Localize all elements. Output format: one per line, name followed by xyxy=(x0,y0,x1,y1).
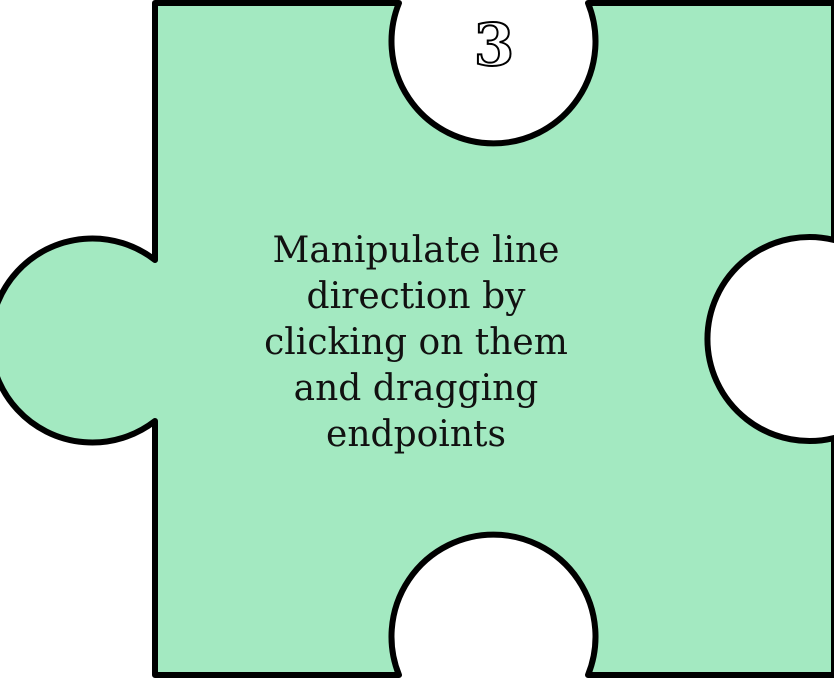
piece-number: 3 xyxy=(473,10,515,80)
instruction-text: Manipulate line direction by clicking on… xyxy=(264,230,568,455)
